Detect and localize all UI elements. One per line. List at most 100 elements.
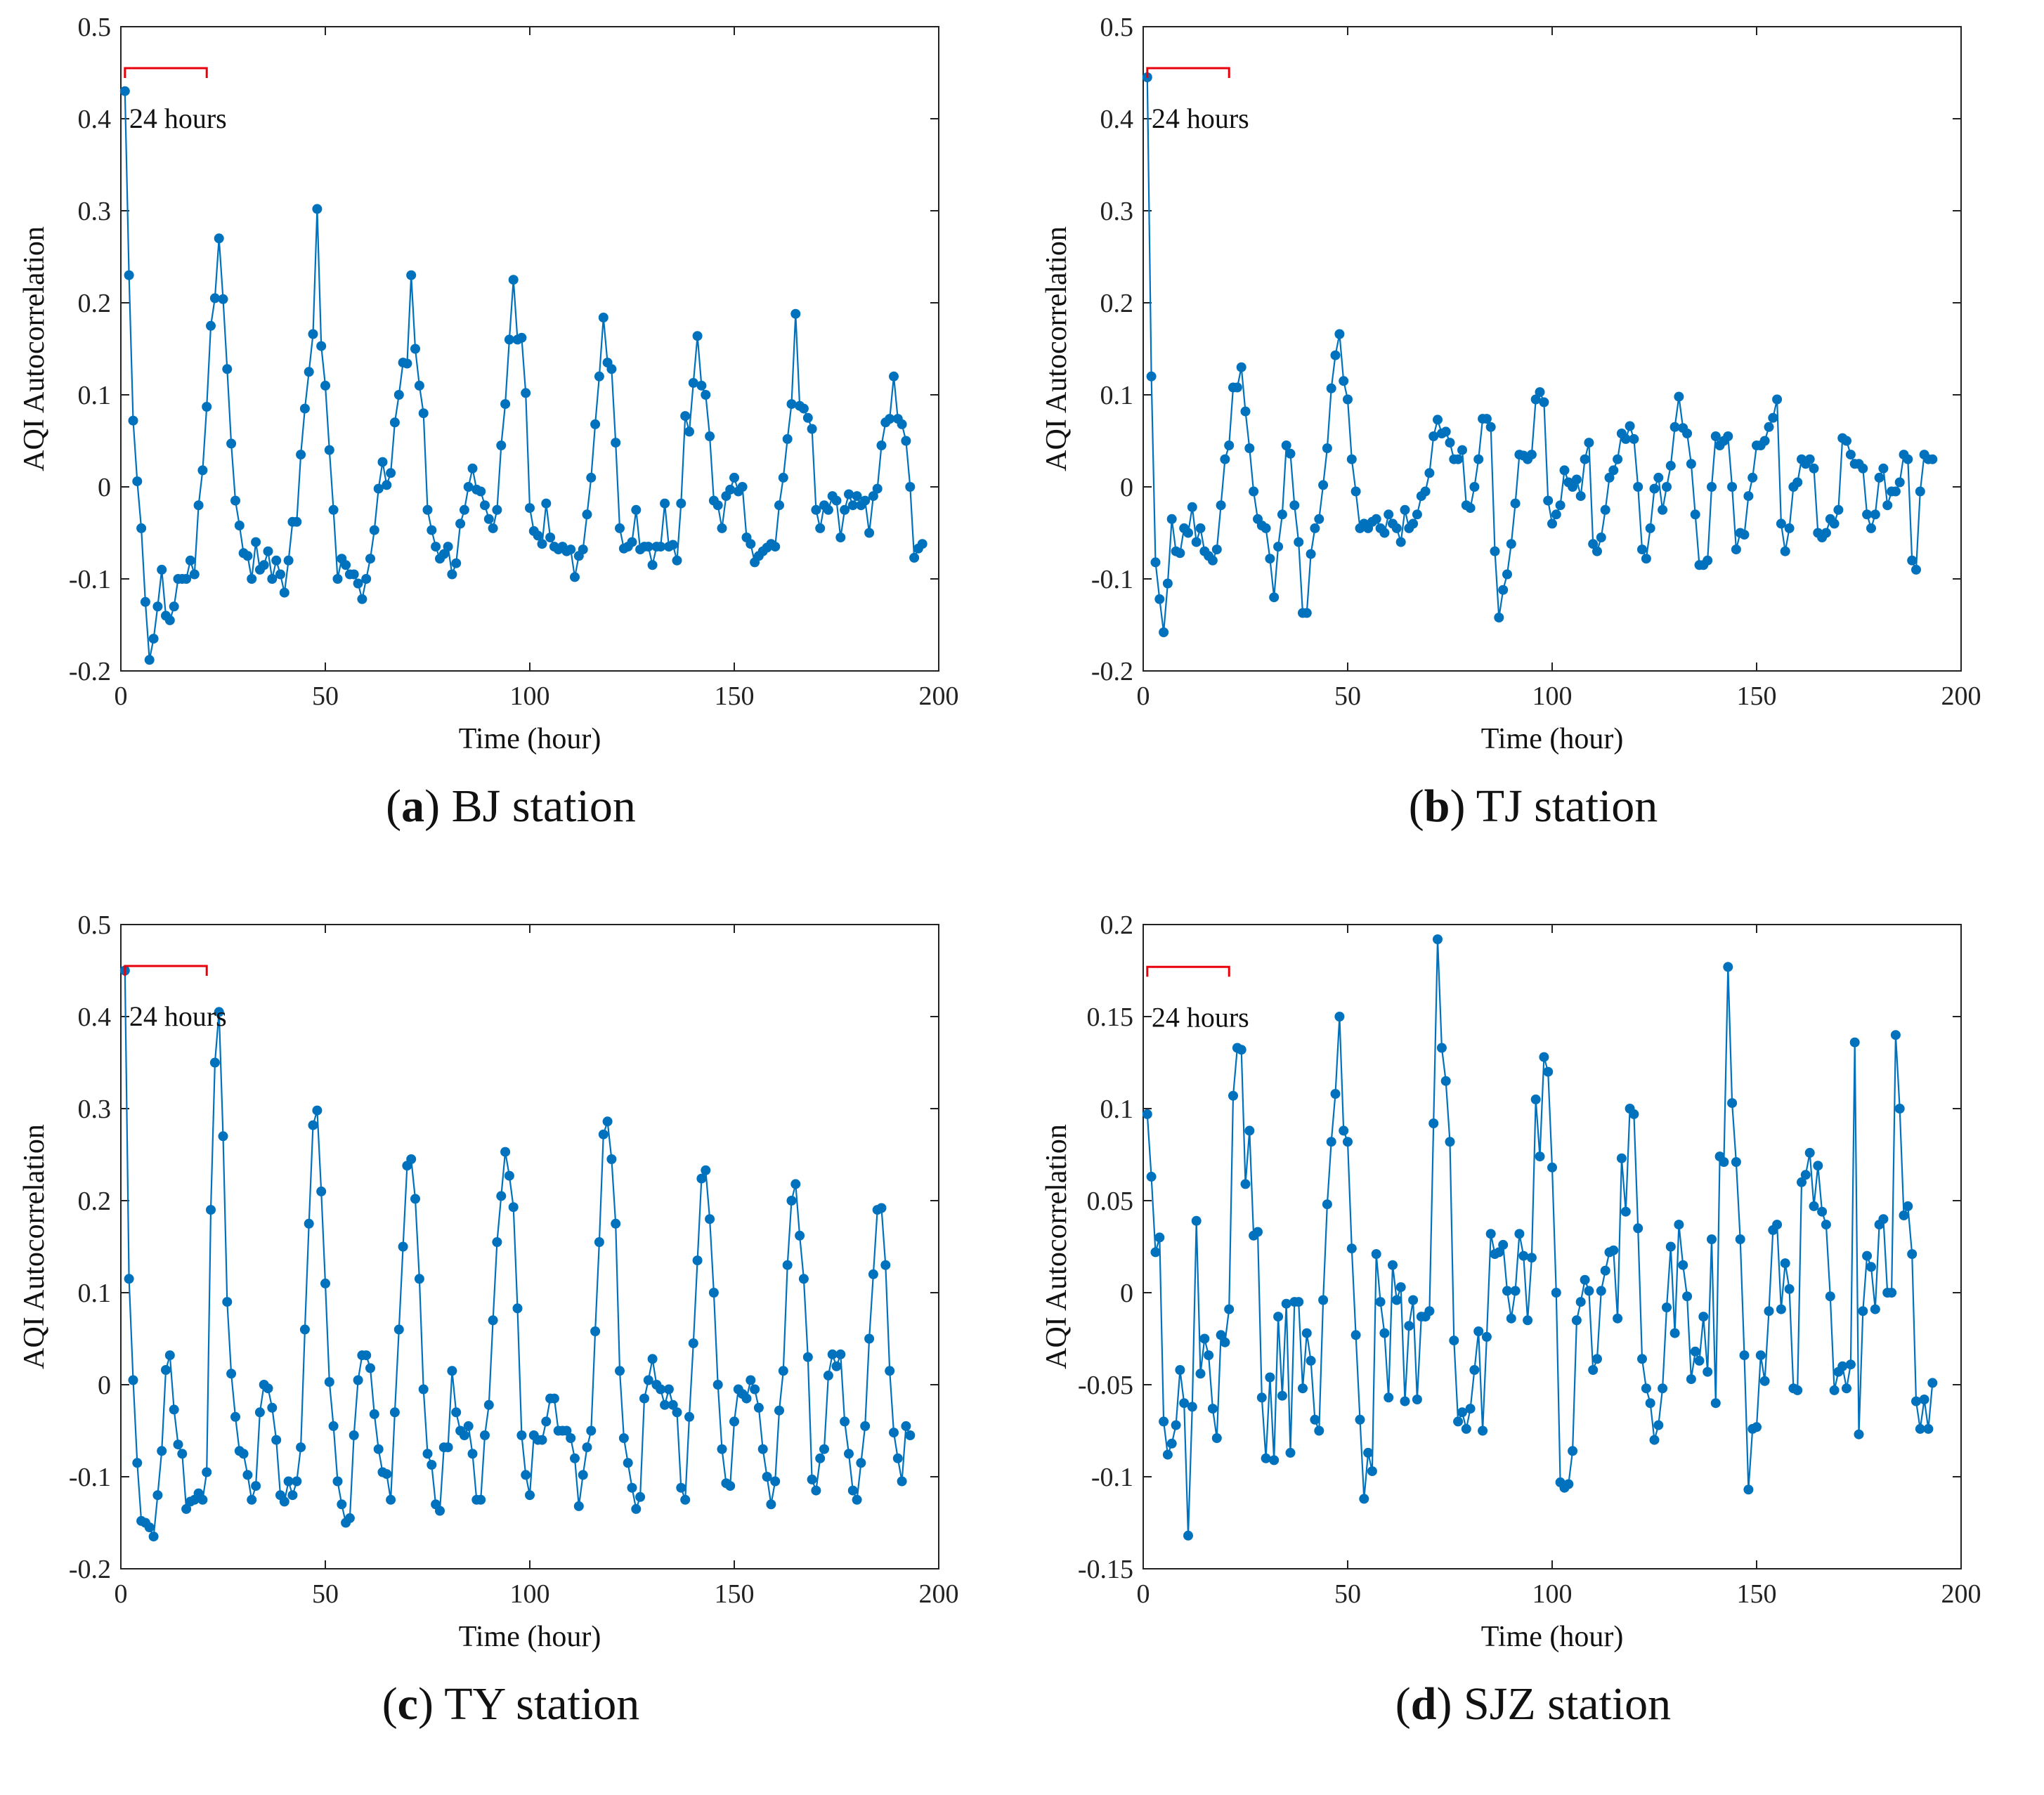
data-point	[712, 1380, 723, 1390]
data-point	[835, 1349, 846, 1359]
data-point	[1273, 1312, 1284, 1322]
data-point	[1277, 1390, 1287, 1401]
data-point	[647, 1354, 658, 1364]
data-point	[1821, 1220, 1831, 1230]
data-point	[1682, 1291, 1693, 1302]
data-point	[1146, 371, 1157, 381]
y-tick-label: 0.1	[1100, 381, 1134, 410]
data-point	[1752, 1422, 1762, 1432]
data-point	[316, 1186, 327, 1196]
data-point	[741, 1393, 752, 1404]
data-point	[688, 1338, 698, 1348]
data-point	[1216, 500, 1226, 511]
data-point	[541, 498, 552, 509]
data-point	[1719, 1157, 1729, 1167]
data-point	[1171, 1420, 1181, 1430]
data-point	[1191, 537, 1202, 547]
data-point	[1195, 1369, 1206, 1379]
data-point	[1653, 1420, 1664, 1430]
data-point	[1927, 1378, 1938, 1388]
data-point	[1494, 1247, 1504, 1258]
data-point	[1842, 1383, 1851, 1394]
x-tick-label: 100	[1532, 1579, 1573, 1609]
data-point	[1481, 414, 1492, 424]
data-point	[1870, 509, 1880, 520]
data-point	[1469, 482, 1480, 492]
chart-svg-tj: 0 50 100 150 200 -0.2 -0.1 0 0.1 0.2 0.3 0.4 0.5 Time…	[1041, 13, 1981, 755]
data-point	[1858, 463, 1868, 474]
data-point	[488, 523, 498, 533]
data-point	[1224, 440, 1235, 450]
y-axis-title: AQI Autocorrelation	[18, 1124, 51, 1369]
data-point	[161, 1365, 171, 1375]
data-point	[1453, 454, 1464, 464]
data-point	[1162, 1449, 1173, 1460]
data-point	[909, 552, 920, 563]
data-point	[1772, 1220, 1783, 1230]
data-point	[1339, 1125, 1349, 1136]
data-point	[1469, 1365, 1480, 1375]
data-point	[226, 1369, 237, 1379]
data-point	[1539, 397, 1549, 407]
data-point	[1571, 1315, 1582, 1326]
data-point	[1845, 1359, 1856, 1370]
y-tick-label: 0.1	[78, 1279, 112, 1308]
data-point	[1739, 530, 1750, 540]
data-point	[1162, 578, 1173, 589]
data-point	[598, 1129, 608, 1140]
data-point	[872, 483, 883, 494]
data-point	[148, 1532, 159, 1542]
y-tick-label: 0.4	[78, 105, 112, 134]
data-point	[263, 546, 273, 556]
data-point	[496, 1191, 507, 1201]
data-point	[1314, 514, 1324, 524]
data-point	[443, 1442, 453, 1453]
data-point	[251, 1481, 261, 1492]
data-point	[1833, 504, 1844, 515]
data-point	[1658, 1383, 1668, 1394]
data-point	[1698, 1312, 1709, 1322]
data-point	[786, 399, 797, 410]
data-point	[1294, 1297, 1304, 1307]
data-point	[1314, 1425, 1324, 1436]
data-point	[847, 1485, 858, 1496]
data-point	[516, 332, 527, 343]
data-point	[1485, 422, 1496, 432]
data-point	[643, 542, 653, 552]
y-tick-label: 0	[1120, 1279, 1133, 1308]
data-point	[663, 1384, 674, 1395]
y-tick-label: 0.1	[78, 381, 112, 410]
data-point	[696, 380, 707, 391]
data-point	[1571, 474, 1582, 485]
data-point	[206, 320, 216, 331]
data-point	[1408, 518, 1419, 529]
data-point	[414, 380, 424, 391]
data-point	[1645, 1398, 1655, 1409]
data-point	[1318, 1295, 1329, 1305]
data-point	[1911, 564, 1921, 575]
data-point	[1523, 1315, 1533, 1326]
data-point	[1154, 594, 1165, 604]
data-point	[1543, 1066, 1554, 1077]
data-point	[864, 528, 875, 538]
data-point	[1457, 445, 1467, 455]
data-point	[1502, 569, 1512, 580]
data-point	[1261, 523, 1271, 533]
data-point	[1772, 394, 1783, 405]
data-point	[615, 523, 625, 533]
data-point	[418, 408, 429, 419]
data-point	[169, 601, 179, 612]
data-point	[917, 539, 927, 549]
data-point	[144, 655, 155, 665]
data-point	[1829, 1385, 1840, 1395]
data-point	[283, 1476, 294, 1487]
data-point	[422, 504, 433, 515]
data-point	[676, 498, 686, 509]
data-point	[209, 1057, 220, 1068]
annotation-label: 24 hours	[129, 103, 227, 134]
data-point	[639, 1393, 649, 1404]
data-point	[1445, 1137, 1455, 1147]
data-point	[463, 1421, 474, 1431]
data-point	[705, 431, 715, 441]
data-point	[815, 1453, 826, 1463]
